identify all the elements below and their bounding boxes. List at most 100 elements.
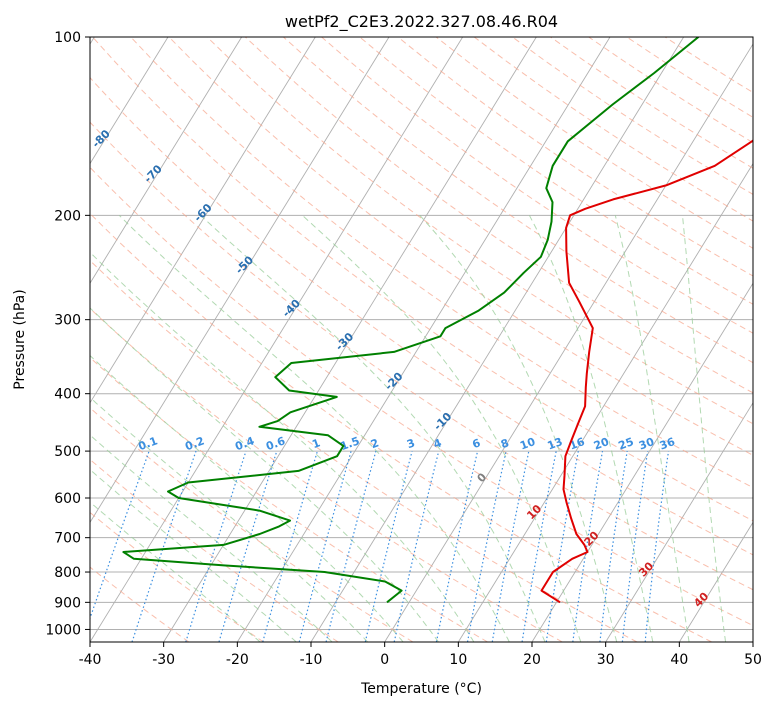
x-tick-label: 10	[449, 652, 467, 668]
y-tick-label: 400	[54, 387, 81, 403]
isotherm	[457, 162, 753, 642]
dry-adiabat	[90, 166, 753, 627]
y-tick-label: 900	[54, 595, 81, 611]
y-tick-label: 600	[54, 491, 81, 507]
isotherm	[605, 401, 753, 642]
mixing-ratio-label: 6	[471, 436, 483, 451]
isotherm	[236, 37, 611, 642]
chart-title: wetPf2_C2E3.2022.327.08.46.R04	[285, 12, 558, 32]
dry-adiabat	[283, 37, 753, 364]
mixing-ratio-label: 0.4	[233, 434, 256, 453]
isotherm	[678, 521, 753, 642]
isotherm	[90, 37, 464, 642]
mixing-ratio-line	[599, 451, 628, 642]
x-tick-label: 0	[380, 652, 389, 668]
series-layer	[122, 37, 753, 604]
dry-adiabat	[90, 407, 414, 642]
mixing-ratio-label: 20	[592, 435, 611, 453]
mixing-ratio-line	[435, 450, 479, 642]
mixing-ratio-label: 30	[637, 435, 656, 453]
x-tick-label: 20	[523, 652, 541, 668]
dry-adiabat	[90, 307, 563, 642]
mixing-ratio-line	[218, 450, 278, 642]
plot-background	[90, 37, 753, 642]
moist-adiabat	[90, 501, 261, 642]
moist-adiabat	[614, 215, 690, 642]
mixing-ratio-label: 3	[405, 436, 417, 451]
dry-adiabat	[130, 37, 753, 489]
moist-adiabat	[200, 214, 546, 642]
mixing-ratio-line	[90, 450, 150, 621]
moist-adiabat	[90, 396, 369, 642]
mixing-ratio-line	[621, 451, 649, 642]
mixing-ratio-label: 4	[432, 436, 444, 451]
mixing-ratio-label: 1.5	[339, 434, 362, 453]
mixing-ratio-label: 0.2	[183, 434, 206, 453]
mixing-ratio-line	[393, 450, 440, 642]
x-tick-label: -20	[226, 652, 249, 668]
mixing-ratio-line	[364, 450, 413, 642]
adiabat-label: -100	[0, 49, 15, 78]
isotherm	[163, 37, 537, 642]
dry-adiabat	[90, 259, 638, 642]
mixing-ratio-line	[572, 450, 604, 642]
moist-adiabat	[682, 215, 727, 642]
mixing-ratio-line	[298, 450, 352, 642]
isotherm	[752, 641, 753, 642]
dry-adiabat	[90, 458, 339, 642]
y-tick-label: 100	[54, 30, 81, 46]
y-tick-label: 300	[54, 313, 81, 329]
x-tick-label: 30	[597, 652, 615, 668]
mixing-ratio-line	[185, 450, 247, 642]
y-tick-label: 800	[54, 565, 81, 581]
x-tick-label: -10	[300, 652, 323, 668]
moist-adiabat	[118, 214, 510, 642]
mixing-ratio-label: 0.1	[137, 434, 160, 453]
mixing-ratio-label: 2	[369, 436, 381, 451]
isotherm	[384, 43, 753, 642]
plot-frame	[89, 36, 754, 643]
y-tick-label: 500	[54, 444, 81, 460]
isotherm	[531, 282, 753, 642]
dry-adiabat	[90, 76, 753, 556]
x-axis-title: Temperature (°C)	[360, 681, 482, 697]
isotherm	[90, 37, 316, 404]
mixing-ratio-line	[262, 450, 318, 642]
y-axis: 100 200 300 400 500 600 700 800 900 1000	[45, 30, 90, 638]
mixing-ratio-label: 25	[617, 435, 636, 452]
temperature-line	[540, 139, 753, 604]
dry-adiabat	[244, 37, 753, 394]
x-tick-label: 40	[670, 652, 688, 668]
x-tick-label: -40	[79, 652, 102, 668]
isotherm	[90, 37, 169, 165]
adiabat-label: -90	[39, 90, 62, 113]
y-tick-label: 200	[54, 208, 81, 224]
y-axis-title: Pressure (hPa)	[12, 289, 28, 389]
mixing-ratio-label: 10	[518, 435, 537, 453]
dry-adiabat	[90, 212, 712, 642]
dry-adiabat	[321, 37, 753, 334]
x-tick-label: 50	[744, 652, 762, 668]
moist-adiabat	[301, 214, 582, 642]
mixing-ratio-line	[325, 450, 377, 642]
moist-adiabat	[90, 251, 475, 642]
mixing-ratio-line	[644, 451, 670, 642]
mixing-ratio-label: 36	[658, 435, 677, 453]
dry-adiabat	[90, 511, 264, 642]
grid-layer	[90, 37, 753, 642]
dry-adiabat	[90, 566, 190, 642]
x-tick-label: -30	[152, 652, 175, 668]
x-axis: -40 -30 -20 -10 0 10 20 30 40 50	[79, 642, 762, 668]
moist-adiabat	[90, 354, 404, 642]
mixing-ratio-label: 0.6	[264, 434, 287, 453]
y-tick-label: 700	[54, 531, 81, 547]
dewpoint-line	[122, 37, 700, 604]
mixing-ratio-label: 13	[546, 435, 565, 452]
mixing-ratio-label: 8	[499, 436, 511, 451]
dry-adiabat	[90, 356, 488, 642]
mixing-ratio-label: 1	[310, 436, 322, 451]
dry-adiabat	[92, 37, 753, 522]
isotherm	[90, 37, 390, 524]
isotherm	[90, 37, 243, 285]
